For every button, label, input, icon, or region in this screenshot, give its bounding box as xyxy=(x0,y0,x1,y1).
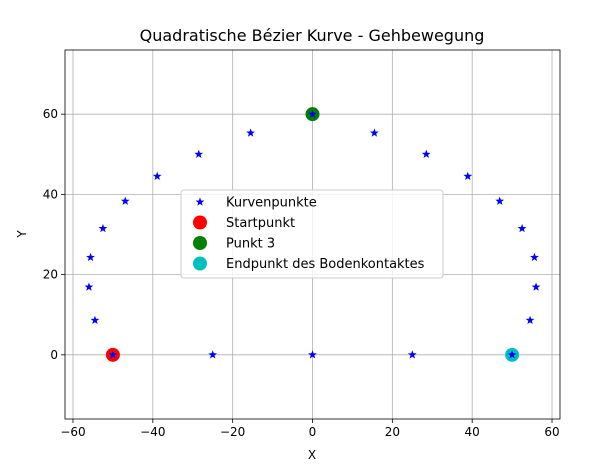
legend-box xyxy=(180,189,444,279)
x-tick-label: 40 xyxy=(465,425,480,439)
point-kurvenpunkt xyxy=(90,315,100,325)
x-tick-label: 60 xyxy=(544,425,559,439)
legend-label: Punkt 3 xyxy=(226,237,275,252)
axes: −60 −40 −20 0 20 40 60 0 20 40 60 xyxy=(43,49,561,439)
point-kurvenpunkt xyxy=(370,128,379,137)
point-kurvenpunkt xyxy=(84,282,94,291)
point-kurvenpunkt xyxy=(525,315,535,325)
point-kurvenpunkt xyxy=(308,350,317,359)
point-kurvenpunkt xyxy=(98,223,108,233)
point-kurvenpunkt xyxy=(246,128,255,137)
point-kurvenpunkt xyxy=(152,171,162,181)
legend-label: Endpunkt des Bodenkontaktes xyxy=(226,257,425,272)
chart-title: Quadratische Bézier Kurve - Gehbewegung xyxy=(140,26,485,45)
point-kurvenpunkt xyxy=(407,350,417,359)
point-kurvenpunkt xyxy=(507,350,517,359)
legend: Kurvenpunkte Startpunkt Punkt 3 Endpunkt de… xyxy=(180,189,444,279)
x-tick-label: −20 xyxy=(220,425,245,439)
point-kurvenpunkt xyxy=(495,196,505,205)
legend-label: Kurvenpunkte xyxy=(226,196,317,211)
y-tick-label: 40 xyxy=(43,187,58,201)
data-marks xyxy=(84,107,541,362)
y-tick-label: 0 xyxy=(50,348,58,362)
x-tick-label: 0 xyxy=(309,425,317,439)
point-kurvenpunkt xyxy=(194,149,204,158)
x-tick-label: −60 xyxy=(60,425,85,439)
x-tick-label: 20 xyxy=(385,425,400,439)
point-kurvenpunkt xyxy=(308,109,317,118)
legend-label: Startpunkt xyxy=(226,216,295,231)
y-axis-label: Y xyxy=(15,230,29,239)
point-kurvenpunkt xyxy=(86,252,95,262)
legend-marker-circle xyxy=(193,256,207,271)
legend-marker-star xyxy=(195,197,205,206)
x-tick-label: −40 xyxy=(140,425,165,439)
point-kurvenpunkt xyxy=(463,171,473,181)
y-tick-label: 60 xyxy=(43,107,58,121)
legend-marker-circle xyxy=(193,215,207,230)
y-tick-label: 20 xyxy=(43,268,58,282)
point-kurvenpunkt xyxy=(208,350,218,359)
point-kurvenpunkt xyxy=(120,196,130,205)
point-kurvenpunkt xyxy=(530,252,539,262)
point-kurvenpunkt xyxy=(517,223,527,233)
legend-marker-circle xyxy=(193,236,207,250)
point-kurvenpunkt xyxy=(531,282,541,291)
x-axis-label: X xyxy=(308,448,316,462)
point-kurvenpunkt xyxy=(421,149,431,158)
point-kurvenpunkt xyxy=(108,350,118,359)
